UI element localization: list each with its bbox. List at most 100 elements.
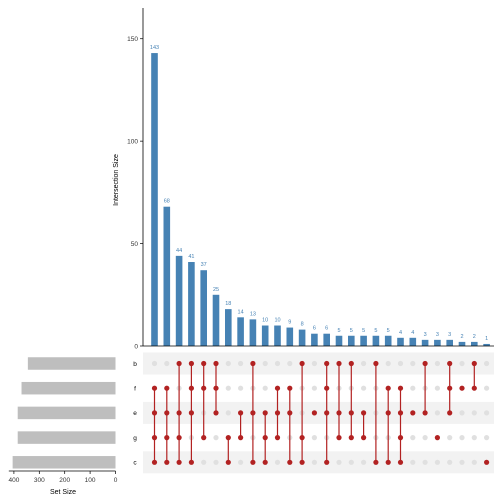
matrix-dot-active [262, 410, 268, 416]
set-size-tick-label: 200 [59, 477, 70, 484]
matrix-dot-inactive [361, 360, 367, 367]
y-tick-label: 150 [127, 36, 138, 43]
matrix-dot-inactive [434, 410, 440, 416]
set-size-bars [12, 357, 116, 469]
intersection-bar-label: 9 [288, 320, 291, 326]
matrix-dot-active [176, 360, 182, 367]
matrix-dot-inactive [238, 459, 244, 465]
set-size-tick-label: 0 [114, 477, 118, 484]
matrix-dot-inactive [434, 360, 440, 367]
matrix-dot-inactive [225, 385, 231, 391]
intersection-bar-label: 1 [485, 336, 488, 342]
matrix-dot-inactive [225, 410, 231, 416]
matrix-dot-inactive [484, 385, 490, 391]
matrix-dot-inactive [348, 459, 354, 465]
matrix-dot-inactive [447, 435, 453, 441]
matrix-dot-active [336, 360, 342, 367]
matrix-dot-active [201, 385, 207, 391]
matrix-row-stripe [143, 451, 494, 474]
matrix-dot-active [434, 435, 440, 441]
matrix-dot-inactive [459, 360, 465, 367]
matrix-dot-inactive [422, 459, 428, 465]
set-size-bar [21, 381, 116, 395]
set-name-label: e [133, 410, 137, 417]
matrix-dot-inactive [459, 410, 465, 416]
intersection-bar [175, 255, 183, 346]
matrix-dot-inactive [410, 360, 416, 367]
intersection-y-axis: 0 50 100 150 [127, 8, 494, 350]
set-size-bar [27, 357, 116, 370]
matrix-dot-active [447, 410, 453, 416]
intersection-bar [286, 327, 294, 346]
matrix-dot-active [250, 459, 256, 465]
matrix-dot-active [385, 459, 391, 465]
intersection-bar-label: 5 [374, 328, 377, 334]
matrix-dot-active [397, 385, 404, 391]
intersection-bar-label: 10 [274, 318, 280, 324]
set-name-label: c [133, 460, 137, 467]
intersection-bar [274, 325, 281, 346]
matrix-dot-inactive [471, 410, 477, 416]
matrix-dot-active [151, 435, 158, 441]
intersection-bar [335, 335, 343, 346]
matrix-dot-inactive [459, 459, 465, 465]
matrix-dot-active [250, 360, 256, 367]
matrix-dot-active [447, 360, 453, 367]
intersection-bar-label: 143 [150, 45, 159, 51]
intersection-bar-label: 10 [262, 318, 268, 324]
intersection-bar-label: 3 [448, 332, 451, 338]
matrix-dot-active [274, 410, 281, 416]
intersection-bar-label: 2 [460, 334, 463, 340]
matrix-dot-active [410, 410, 416, 416]
matrix-dot-active [262, 459, 268, 465]
matrix-dot-active [164, 385, 170, 391]
intersection-bar [372, 335, 380, 346]
intersection-bar [434, 339, 441, 346]
intersection-bar-label: 6 [313, 326, 316, 332]
matrix-dot-inactive [238, 360, 244, 367]
matrix-dot-inactive [213, 435, 219, 441]
matrix-row-stripe [143, 352, 494, 375]
matrix-dot-inactive [311, 435, 317, 441]
intersection-bar [409, 337, 417, 346]
matrix-dot-active [361, 435, 367, 441]
matrix-dot-inactive [262, 360, 268, 367]
matrix-dot-inactive [410, 385, 416, 391]
matrix-dot-active [176, 459, 182, 465]
matrix-dot-active [201, 360, 207, 367]
matrix-dot-active [324, 410, 330, 416]
matrix-dot-active [164, 459, 170, 465]
intersection-bar-label: 5 [362, 328, 365, 334]
intersection-bar [212, 294, 220, 346]
intersection-bar-label: 3 [424, 332, 427, 338]
matrix-background [143, 352, 494, 474]
matrix-dot-inactive [410, 435, 416, 441]
matrix-dot-inactive [471, 459, 477, 465]
matrix-dot-active [299, 459, 305, 465]
matrix-dot-active [287, 385, 293, 391]
matrix-dot-active [373, 360, 379, 367]
intersection-bar [397, 337, 404, 346]
matrix-dot-active [151, 385, 158, 391]
matrix-dot-active [397, 459, 404, 465]
intersection-bar-label: 25 [213, 287, 219, 293]
intersection-bar [311, 333, 318, 346]
set-size-tick-label: 100 [85, 477, 96, 484]
matrix-dot-active [213, 360, 219, 367]
matrix-dot-active [324, 459, 330, 465]
intersection-bar-label: 4 [411, 330, 414, 336]
matrix-dot-active [385, 410, 391, 416]
matrix-dot-active [176, 410, 182, 416]
matrix-dot-active [151, 410, 158, 416]
matrix-dot-inactive [471, 435, 477, 441]
set-size-label: Set Size [50, 489, 76, 496]
set-name-label: f [134, 386, 136, 393]
intersection-bar [188, 262, 195, 346]
matrix-dot-active [188, 459, 194, 465]
intersection-bar-label: 41 [188, 254, 194, 260]
matrix-dot-active [459, 385, 465, 391]
matrix-dot-inactive [274, 360, 281, 367]
intersection-bar-label: 5 [337, 328, 340, 334]
matrix-dot-active [188, 360, 194, 367]
